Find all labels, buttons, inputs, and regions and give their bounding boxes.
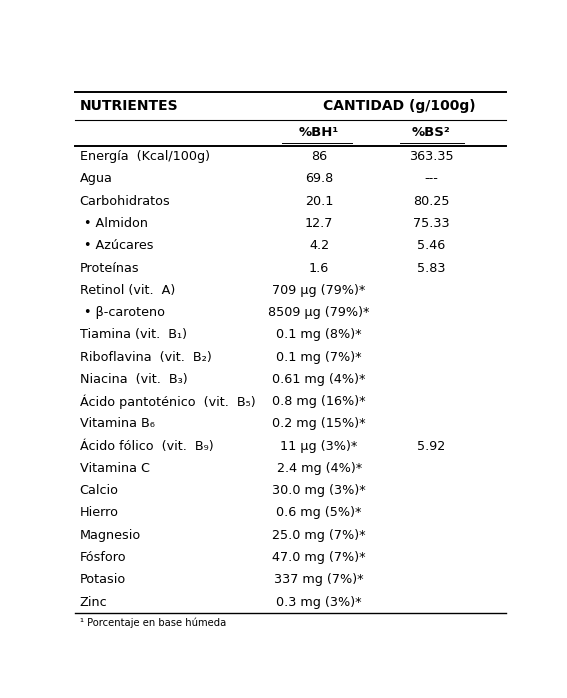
Text: 11 μg (3%)*: 11 μg (3%)* xyxy=(281,440,358,453)
Text: Vitamina B₆: Vitamina B₆ xyxy=(79,417,155,431)
Text: 337 mg (7%)*: 337 mg (7%)* xyxy=(274,573,364,586)
Text: %BS²: %BS² xyxy=(412,126,451,139)
Text: Ácido pantoténico  (vit.  B₅): Ácido pantoténico (vit. B₅) xyxy=(79,394,255,409)
Text: 5.46: 5.46 xyxy=(417,239,445,252)
Text: %BH¹: %BH¹ xyxy=(299,126,339,139)
Text: Ácido fólico  (vit.  B₉): Ácido fólico (vit. B₉) xyxy=(79,440,213,453)
Text: 0.8 mg (16%)*: 0.8 mg (16%)* xyxy=(272,395,366,408)
Text: 47.0 mg (7%)*: 47.0 mg (7%)* xyxy=(272,551,366,564)
Text: 25.0 mg (7%)*: 25.0 mg (7%)* xyxy=(272,528,366,542)
Text: 0.3 mg (3%)*: 0.3 mg (3%)* xyxy=(276,595,362,609)
Text: 709 μg (79%)*: 709 μg (79%)* xyxy=(273,284,366,297)
Text: 0.6 mg (5%)*: 0.6 mg (5%)* xyxy=(276,507,362,519)
Text: 8509 μg (79%)*: 8509 μg (79%)* xyxy=(268,306,370,319)
Text: Riboflavina  (vit.  B₂): Riboflavina (vit. B₂) xyxy=(79,350,211,364)
Text: Zinc: Zinc xyxy=(79,595,107,609)
Text: 75.33: 75.33 xyxy=(413,217,450,230)
Text: 30.0 mg (3%)*: 30.0 mg (3%)* xyxy=(272,484,366,497)
Text: Fósforo: Fósforo xyxy=(79,551,126,564)
Text: Hierro: Hierro xyxy=(79,507,119,519)
Text: ¹ Porcentaje en base húmeda: ¹ Porcentaje en base húmeda xyxy=(79,618,226,628)
Text: Carbohidratos: Carbohidratos xyxy=(79,195,171,208)
Text: Vitamina C: Vitamina C xyxy=(79,462,150,475)
Text: 0.1 mg (8%)*: 0.1 mg (8%)* xyxy=(276,328,362,341)
Text: 0.61 mg (4%)*: 0.61 mg (4%)* xyxy=(272,373,366,386)
Text: • Almidon: • Almidon xyxy=(79,217,147,230)
Text: Calcio: Calcio xyxy=(79,484,119,497)
Text: 0.1 mg (7%)*: 0.1 mg (7%)* xyxy=(276,350,362,364)
Text: 80.25: 80.25 xyxy=(413,195,450,208)
Text: Retinol (vit.  A): Retinol (vit. A) xyxy=(79,284,175,297)
Text: Tiamina (vit.  B₁): Tiamina (vit. B₁) xyxy=(79,328,187,341)
Text: 5.83: 5.83 xyxy=(417,262,446,274)
Text: 5.92: 5.92 xyxy=(417,440,445,453)
Text: ---: --- xyxy=(424,172,438,186)
Text: 2.4 mg (4%)*: 2.4 mg (4%)* xyxy=(277,462,362,475)
Text: 69.8: 69.8 xyxy=(305,172,333,186)
Text: CANTIDAD (g/100g): CANTIDAD (g/100g) xyxy=(323,99,476,113)
Text: NUTRIENTES: NUTRIENTES xyxy=(79,99,178,113)
Text: Magnesio: Magnesio xyxy=(79,528,141,542)
Text: Niacina  (vit.  B₃): Niacina (vit. B₃) xyxy=(79,373,187,386)
Text: • Azúcares: • Azúcares xyxy=(79,239,153,252)
Text: Potasio: Potasio xyxy=(79,573,126,586)
Text: 363.35: 363.35 xyxy=(409,150,454,163)
Text: • β-caroteno: • β-caroteno xyxy=(79,306,164,319)
Text: 20.1: 20.1 xyxy=(305,195,333,208)
Text: 0.2 mg (15%)*: 0.2 mg (15%)* xyxy=(272,417,366,431)
Text: Energía  (Kcal/100g): Energía (Kcal/100g) xyxy=(79,150,210,163)
Text: Proteínas: Proteínas xyxy=(79,262,139,274)
Text: 12.7: 12.7 xyxy=(305,217,333,230)
Text: 1.6: 1.6 xyxy=(309,262,329,274)
Text: 4.2: 4.2 xyxy=(309,239,329,252)
Text: 86: 86 xyxy=(311,150,327,163)
Text: Agua: Agua xyxy=(79,172,112,186)
